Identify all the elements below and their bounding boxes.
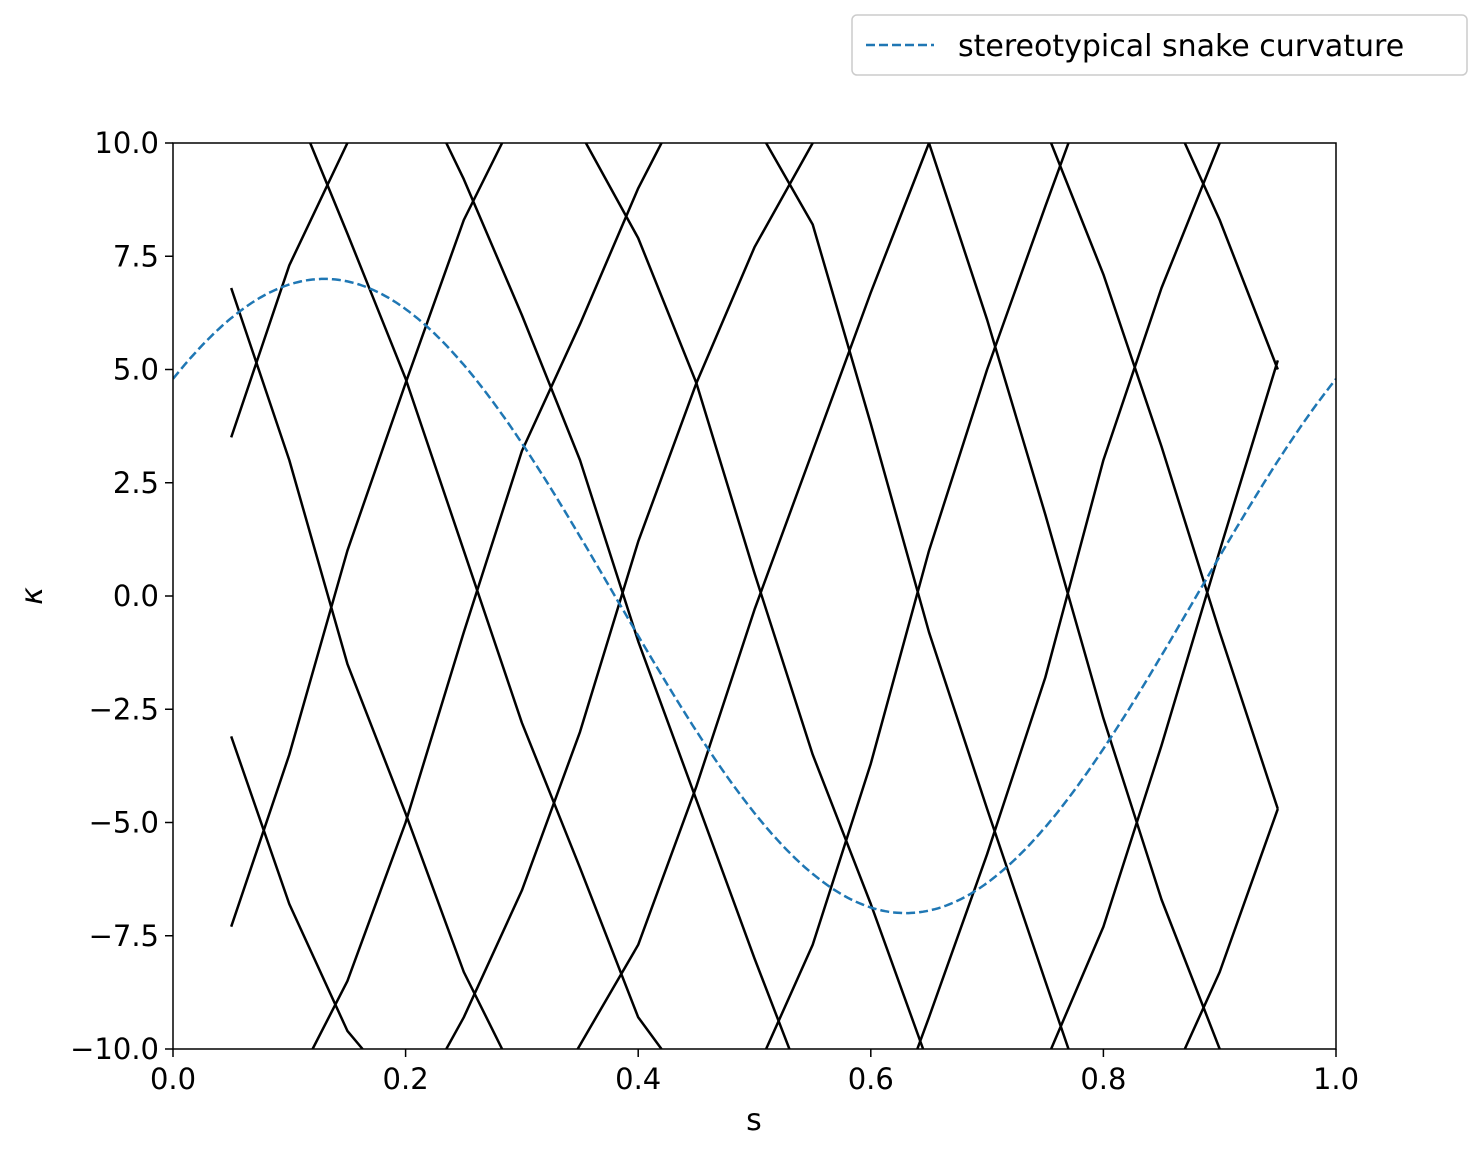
series-line-15 [765,143,1070,1049]
reference-curve [173,277,1336,915]
plot-frame [172,142,1337,1050]
legend-box [851,14,1468,76]
series-line-10 [230,287,504,1049]
series-line-3 [311,143,663,1049]
series-layer [230,143,1279,1049]
y-tick-label: 0.0 [113,579,159,613]
reference-layer [173,277,1336,915]
x-tick-label: 0.0 [150,1062,196,1096]
y-tick-label: −2.5 [89,692,159,726]
series-line-16 [927,143,1221,1049]
legend-label: stereotypical snake curvature [958,29,1404,64]
x-tick-label: 0.2 [383,1062,429,1096]
x-tick-label: 0.6 [848,1062,894,1096]
y-tick-label: −7.5 [89,919,159,953]
series-line-4 [445,143,814,1049]
y-tick-label: 5.0 [113,353,159,387]
x-tick-label: 1.0 [1313,1062,1359,1096]
y-tick-label: −10.0 [70,1032,159,1066]
series-line-11 [230,735,364,1049]
y-tick-label: −5.0 [89,806,159,840]
series-line-17 [1049,143,1279,810]
series-line-1 [230,143,349,438]
series-line-12 [309,143,663,1049]
series-line-5 [576,143,931,1049]
series-line-6 [764,143,1070,1049]
y-tick-label: 10.0 [94,126,159,160]
x-axis-label: s [746,1103,762,1138]
x-axis: 0.0 0.2 0.4 0.6 0.8 1.0 [150,1049,1359,1096]
x-tick-label: 0.4 [615,1062,661,1096]
y-tick-label: 2.5 [113,466,159,500]
series-line-13 [445,143,791,1049]
legend: stereotypical snake curvature [851,14,1468,76]
series-line-7 [916,143,1221,1049]
y-tick-label: 7.5 [113,239,159,273]
y-axis-label: κ [15,587,50,605]
series-line-9 [1183,808,1279,1049]
series-line-14 [584,143,925,1049]
x-tick-label: 0.8 [1080,1062,1126,1096]
y-axis: −10.0 −7.5 −5.0 −2.5 0.0 2.5 5.0 7.5 10.0 [70,126,173,1066]
series-line-2 [230,143,504,928]
series-line-18 [1183,143,1279,370]
series-line-8 [1049,360,1279,1049]
